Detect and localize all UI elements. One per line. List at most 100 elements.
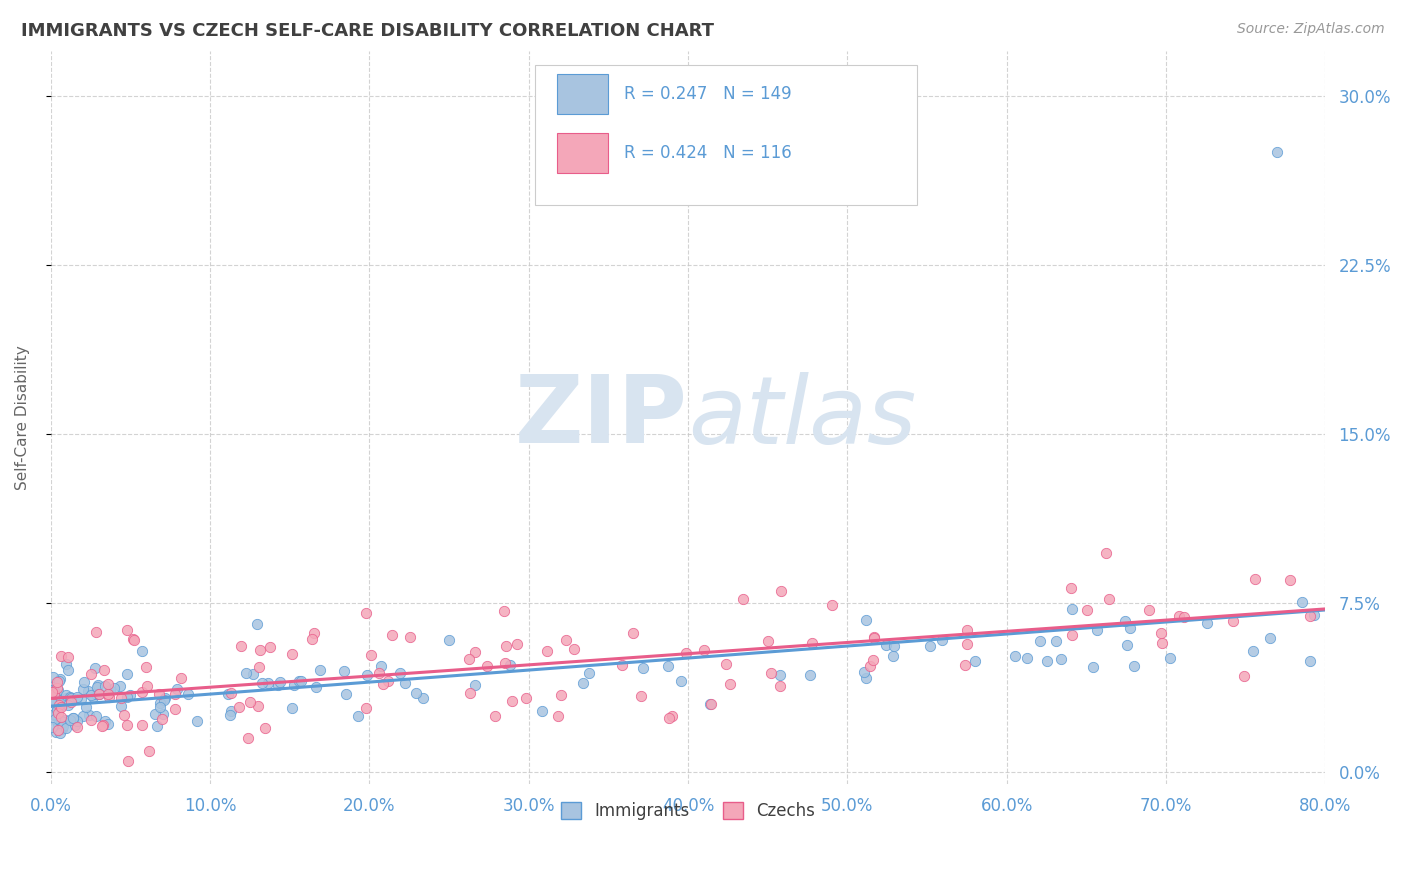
Point (610, 657, 633, 672)
Text: R = 0.424   N = 116: R = 0.424 N = 116 (624, 144, 792, 161)
Point (1122, 659, 1144, 673)
Point (335, 687, 357, 701)
Point (259, 640, 281, 654)
Point (145, 719, 167, 733)
Point (86, 681, 108, 695)
Point (301, 632, 323, 647)
Point (177, 687, 200, 701)
Point (66, 690, 89, 705)
Point (46, 681, 69, 695)
Point (46, 682, 69, 697)
Point (98, 683, 121, 698)
Point (49, 718, 72, 732)
Point (138, 743, 160, 757)
Point (882, 649, 904, 664)
Point (437, 633, 460, 648)
Point (110, 698, 132, 713)
Point (250, 675, 273, 690)
Point (186, 714, 208, 729)
Point (669, 673, 692, 688)
Point (69, 692, 91, 706)
Point (354, 701, 377, 715)
Point (963, 654, 986, 668)
Point (1299, 609, 1322, 624)
Point (236, 731, 259, 746)
Point (46, 716, 69, 731)
Point (60, 695, 83, 709)
Point (166, 681, 188, 696)
Point (492, 604, 515, 618)
Point (304, 626, 326, 640)
Point (42, 696, 65, 710)
Point (572, 676, 595, 690)
Point (1291, 595, 1313, 609)
Point (1116, 638, 1139, 652)
Point (42, 683, 65, 698)
Point (42, 706, 65, 721)
Point (58, 698, 80, 713)
Point (354, 606, 377, 620)
Point (1150, 625, 1173, 640)
Point (62, 711, 84, 725)
Point (247, 699, 270, 714)
Point (117, 754, 139, 768)
Point (550, 688, 572, 702)
Point (799, 667, 821, 681)
Point (97, 677, 120, 691)
Point (77, 707, 100, 722)
Point (75, 700, 97, 714)
Point (45, 701, 67, 715)
Point (49, 700, 72, 714)
Point (484, 708, 506, 723)
Point (254, 721, 277, 735)
Point (58, 650, 80, 665)
Point (501, 694, 523, 708)
Point (1050, 652, 1073, 666)
Point (931, 633, 953, 648)
Point (1017, 651, 1039, 665)
Point (41, 685, 63, 699)
Point (84, 624, 107, 639)
Point (356, 668, 378, 682)
Point (347, 709, 370, 723)
Point (367, 666, 389, 681)
Point (228, 700, 250, 714)
Point (42, 677, 65, 691)
Point (853, 665, 876, 679)
Text: IMMIGRANTS VS CZECH SELF-CARE DISABILITY CORRELATION CHART: IMMIGRANTS VS CZECH SELF-CARE DISABILITY… (21, 22, 714, 40)
Point (288, 674, 311, 689)
Point (42, 693, 65, 707)
Point (55, 657, 77, 672)
Point (562, 641, 585, 656)
Point (700, 697, 723, 711)
Text: ZIP: ZIP (515, 371, 688, 463)
Point (281, 701, 304, 715)
Point (80, 666, 103, 681)
Point (955, 657, 977, 672)
Point (82, 690, 104, 704)
Point (148, 687, 170, 701)
Point (97, 687, 120, 701)
Point (110, 679, 132, 693)
Point (114, 708, 136, 723)
Point (506, 636, 529, 650)
Point (170, 671, 193, 685)
Point (87, 687, 110, 701)
Point (48, 673, 70, 688)
Point (412, 690, 434, 705)
Point (59, 690, 82, 705)
Point (769, 584, 792, 599)
FancyBboxPatch shape (557, 74, 607, 114)
Point (41, 720, 63, 734)
Point (49, 714, 72, 728)
Point (39, 687, 62, 701)
Point (1195, 615, 1218, 630)
Point (152, 692, 174, 706)
Point (269, 674, 291, 689)
Point (458, 652, 481, 666)
Point (219, 708, 242, 723)
Y-axis label: Self-Care Disability: Self-Care Disability (15, 345, 30, 490)
Point (131, 643, 153, 657)
Point (73, 675, 96, 690)
Point (239, 695, 262, 709)
